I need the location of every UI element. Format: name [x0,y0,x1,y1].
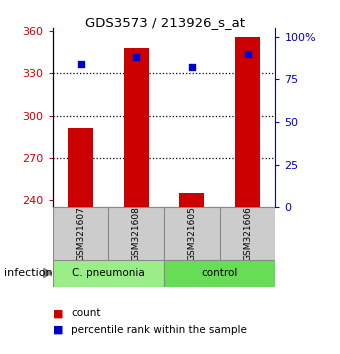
Bar [235,37,260,207]
Text: ■: ■ [53,325,63,335]
Bar [124,48,149,207]
Text: count: count [71,308,101,318]
Bar [164,207,220,260]
Point [134,55,139,60]
Bar [220,207,275,260]
Bar [164,260,275,287]
Bar [108,207,164,260]
Text: control: control [202,268,238,279]
Bar [180,193,204,207]
Text: GSM321607: GSM321607 [76,206,85,261]
Text: GSM321605: GSM321605 [187,206,197,261]
Point [189,65,194,70]
Text: infection: infection [4,268,53,278]
Bar [53,260,164,287]
Text: GDS3573 / 213926_s_at: GDS3573 / 213926_s_at [85,16,245,29]
Bar [68,128,93,207]
Text: ■: ■ [53,308,63,318]
Text: percentile rank within the sample: percentile rank within the sample [71,325,247,335]
Text: C. pneumonia: C. pneumonia [72,268,145,279]
Bar [53,207,108,260]
Text: GSM321608: GSM321608 [132,206,141,261]
Point [78,61,83,67]
Point [245,51,250,57]
Text: GSM321606: GSM321606 [243,206,252,261]
Polygon shape [43,268,52,278]
